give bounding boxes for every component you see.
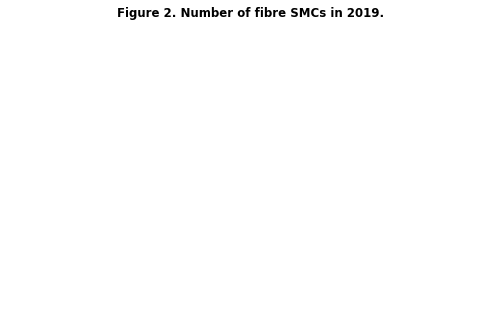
Title: Figure 2. Number of fibre SMCs in 2019.: Figure 2. Number of fibre SMCs in 2019. xyxy=(117,7,384,20)
